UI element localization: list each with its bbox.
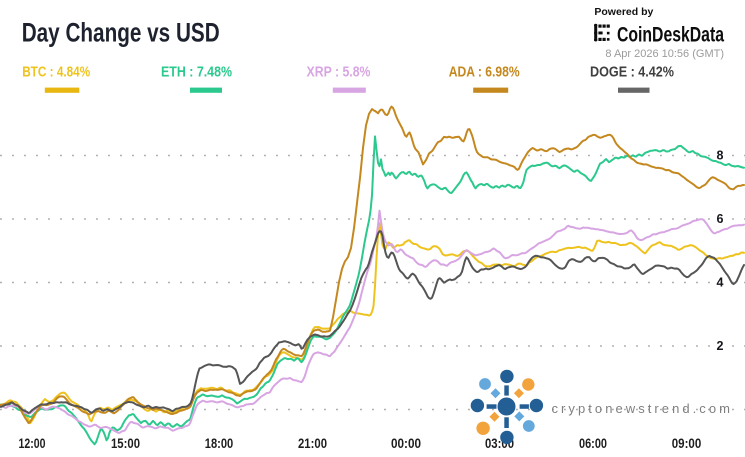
svg-text:00:00: 00:00 [391, 435, 421, 451]
svg-text:18:00: 18:00 [205, 435, 234, 451]
svg-text:06:00: 06:00 [579, 435, 607, 451]
svg-text:12:00: 12:00 [19, 435, 46, 451]
svg-text:Powered by: Powered by [594, 6, 653, 18]
svg-text:DOGE : 4.42%: DOGE : 4.42% [590, 65, 674, 81]
svg-text:21:00: 21:00 [298, 435, 327, 451]
svg-text:8: 8 [717, 149, 724, 163]
svg-text:09:00: 09:00 [672, 435, 702, 451]
svg-text:ETH : 7.48%: ETH : 7.48% [161, 65, 232, 81]
svg-text:8 Apr 2026 10:56 (GMT): 8 Apr 2026 10:56 (GMT) [605, 48, 724, 60]
svg-text:2: 2 [717, 339, 724, 353]
svg-text:6: 6 [717, 212, 724, 226]
svg-text:cryptonewstrend.com: cryptonewstrend.com [552, 401, 734, 416]
svg-text:15:00: 15:00 [111, 435, 140, 451]
svg-text:4: 4 [717, 276, 724, 290]
svg-text:BTC : 4.84%: BTC : 4.84% [22, 65, 90, 81]
svg-text:Day Change vs USD: Day Change vs USD [22, 17, 220, 47]
svg-text:ADA : 6.98%: ADA : 6.98% [449, 65, 520, 81]
svg-text:XRP : 5.8%: XRP : 5.8% [307, 65, 371, 81]
svg-text:CoinDeskData: CoinDeskData [617, 24, 724, 47]
